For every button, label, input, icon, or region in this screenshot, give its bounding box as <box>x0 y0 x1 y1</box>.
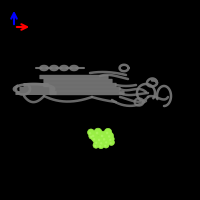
Circle shape <box>101 135 109 142</box>
Circle shape <box>107 132 113 139</box>
Circle shape <box>92 135 94 137</box>
Circle shape <box>90 131 98 139</box>
Circle shape <box>98 143 104 149</box>
Circle shape <box>99 131 107 139</box>
Circle shape <box>94 139 100 145</box>
Circle shape <box>101 135 103 137</box>
Circle shape <box>103 138 105 141</box>
Circle shape <box>92 135 98 142</box>
FancyBboxPatch shape <box>49 87 121 91</box>
FancyBboxPatch shape <box>23 83 49 87</box>
Circle shape <box>88 129 94 136</box>
Circle shape <box>100 142 102 144</box>
Circle shape <box>94 145 96 147</box>
FancyBboxPatch shape <box>19 87 53 91</box>
Circle shape <box>90 136 92 138</box>
Circle shape <box>94 128 102 136</box>
Circle shape <box>103 142 109 148</box>
Circle shape <box>109 139 111 141</box>
Circle shape <box>104 128 112 136</box>
Circle shape <box>108 135 110 138</box>
Circle shape <box>93 138 95 140</box>
Circle shape <box>99 145 101 147</box>
Circle shape <box>108 139 114 145</box>
Circle shape <box>106 132 108 134</box>
Circle shape <box>110 142 112 144</box>
Circle shape <box>108 136 114 142</box>
FancyBboxPatch shape <box>15 91 57 95</box>
Circle shape <box>96 135 104 143</box>
Circle shape <box>95 142 97 144</box>
Circle shape <box>105 141 107 144</box>
Circle shape <box>99 139 105 146</box>
FancyBboxPatch shape <box>43 83 117 87</box>
Circle shape <box>98 139 100 141</box>
FancyBboxPatch shape <box>43 79 113 83</box>
Circle shape <box>96 132 98 134</box>
FancyBboxPatch shape <box>49 91 125 95</box>
Circle shape <box>104 138 110 145</box>
FancyBboxPatch shape <box>39 75 109 79</box>
Circle shape <box>93 142 99 148</box>
Circle shape <box>89 133 95 139</box>
Circle shape <box>89 132 91 134</box>
Circle shape <box>104 145 106 147</box>
